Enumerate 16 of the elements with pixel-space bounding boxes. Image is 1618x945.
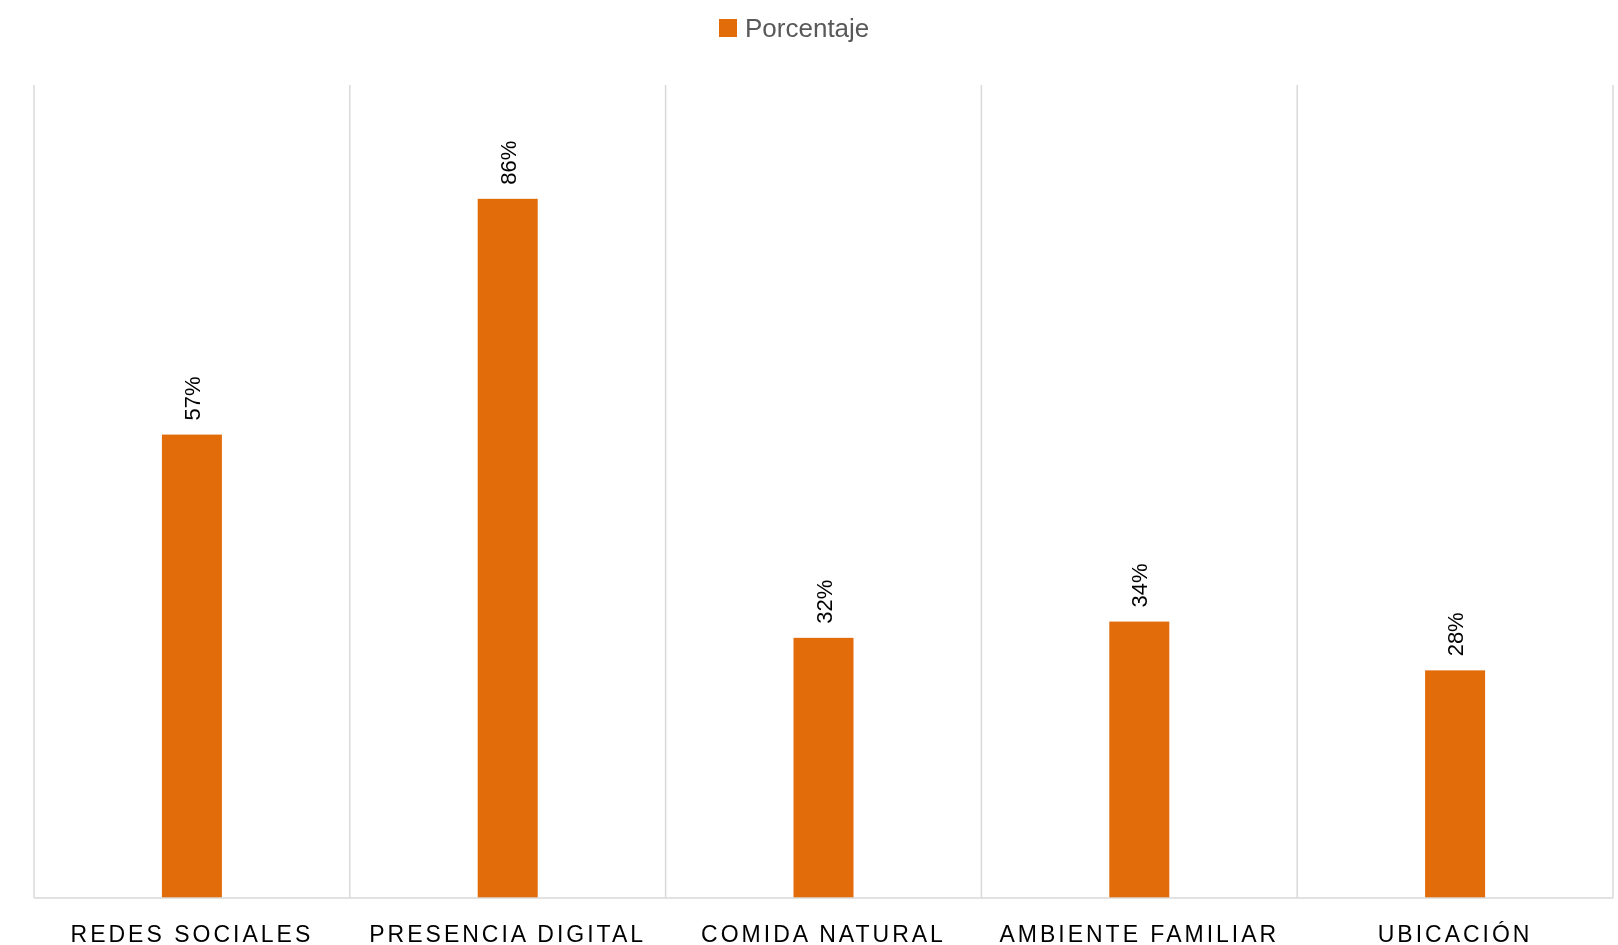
data-label: 32% — [811, 579, 837, 624]
data-label: 86% — [495, 140, 521, 185]
bar — [161, 434, 222, 898]
x-tick-label: COMIDA NATURAL — [701, 921, 946, 945]
bar — [793, 637, 854, 898]
x-tick-label: PRESENCIA DIGITAL — [369, 921, 647, 945]
bar — [477, 198, 538, 898]
legend-label: Porcentaje — [745, 13, 870, 43]
data-label: 28% — [1443, 612, 1469, 657]
x-tick-label: REDES SOCIALES — [70, 921, 314, 945]
data-label: 57% — [179, 376, 205, 421]
bar — [1109, 621, 1170, 898]
bar — [1425, 670, 1486, 898]
data-label: 34% — [1127, 563, 1153, 608]
x-tick-label: UBICACIÓN — [1377, 921, 1533, 945]
x-tick-label: AMBIENTE FAMILIAR — [999, 921, 1280, 945]
